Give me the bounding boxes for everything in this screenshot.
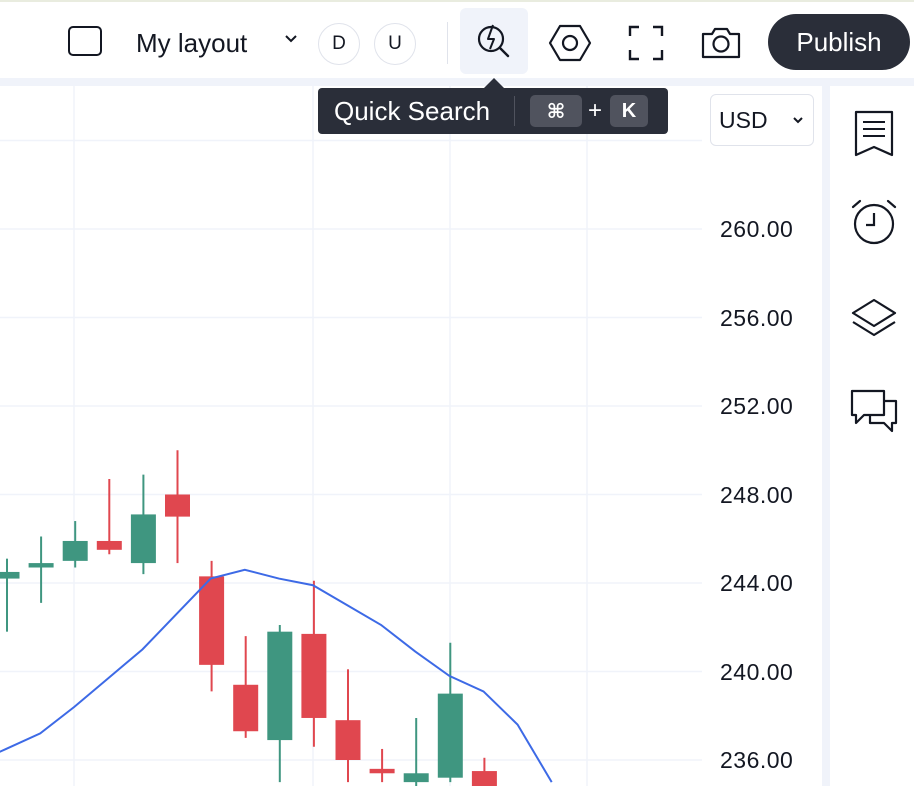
right-sidebar — [830, 86, 914, 786]
price-axis-label: 252.00 — [720, 393, 794, 419]
currency-select[interactable]: USD — [710, 94, 814, 146]
alerts-button[interactable] — [848, 196, 900, 248]
layout-name[interactable]: My layout — [136, 28, 248, 58]
tooltip-plus: + — [588, 97, 603, 124]
k-key: K — [610, 95, 648, 127]
sidebar-separator — [822, 86, 830, 786]
settings-button[interactable] — [547, 20, 593, 66]
u-button[interactable]: U — [374, 23, 416, 65]
alert-clock-icon — [851, 199, 897, 245]
fullscreen-icon — [628, 25, 664, 61]
publish-button[interactable]: Publish — [768, 14, 910, 70]
tooltip-divider — [514, 96, 515, 126]
candle-body — [437, 693, 463, 778]
price-axis-label: 248.00 — [720, 481, 794, 508]
candle-body — [369, 768, 395, 774]
candle-body — [0, 571, 20, 579]
watchlist-button[interactable] — [848, 108, 900, 160]
moving-average-line — [0, 568, 553, 783]
layout-square-icon[interactable] — [68, 26, 102, 56]
candle-body — [165, 494, 190, 517]
candlestick-chart[interactable] — [0, 86, 822, 791]
fullscreen-button[interactable] — [623, 20, 669, 66]
toolbar-separator — [0, 78, 914, 86]
candle-body — [62, 540, 88, 561]
quick-search-button[interactable] — [460, 8, 528, 74]
price-axis-label: 244.00 — [720, 570, 794, 596]
price-axis-label: 236.00 — [720, 747, 794, 773]
chats-button[interactable] — [848, 384, 900, 436]
quick-search-icon — [477, 24, 510, 58]
candle-body — [233, 684, 259, 732]
tooltip-text: Quick Search — [334, 96, 491, 126]
cmd-key: ⌘ — [530, 95, 582, 127]
chevron-down-icon[interactable] — [282, 32, 300, 46]
settings-hexagon-icon — [548, 24, 592, 62]
tooltip-arrow — [484, 78, 504, 88]
candle-body — [96, 540, 122, 550]
toolbar-divider — [447, 22, 448, 64]
object-tree-button[interactable] — [848, 292, 900, 344]
watchlist-icon — [854, 110, 894, 157]
layers-icon — [851, 298, 897, 337]
price-axis-label: 256.00 — [720, 304, 794, 331]
price-axis-label: 240.00 — [720, 658, 794, 685]
candle-body — [28, 563, 54, 568]
currency-label: USD — [719, 107, 768, 133]
candle-body — [403, 773, 429, 783]
candle-body — [130, 514, 156, 564]
candle-body — [335, 720, 361, 760]
top-toolbar: My layout D U Publish — [0, 0, 914, 82]
candle-body — [199, 576, 225, 665]
camera-icon — [701, 27, 741, 59]
candle-body — [301, 633, 327, 718]
quick-search-tooltip: Quick Search ⌘ + K — [318, 88, 668, 134]
price-axis-label: 260.00 — [720, 216, 794, 242]
d-button[interactable]: D — [318, 23, 360, 65]
snapshot-button[interactable] — [698, 20, 744, 66]
candle-body — [471, 771, 497, 791]
chart-pane[interactable] — [0, 86, 822, 791]
chevron-down-icon — [793, 117, 803, 124]
candle-body — [267, 631, 293, 741]
chat-icon — [850, 389, 898, 433]
